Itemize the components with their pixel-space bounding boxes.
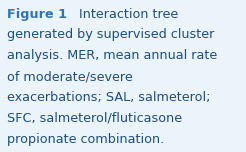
Text: Figure 1: Figure 1: [7, 8, 67, 21]
Text: propionate combination.: propionate combination.: [7, 133, 165, 146]
Text: of moderate/severe: of moderate/severe: [7, 70, 133, 83]
Text: analysis. MER, mean annual rate: analysis. MER, mean annual rate: [7, 49, 218, 62]
Text: SFC, salmeterol/fluticasone: SFC, salmeterol/fluticasone: [7, 112, 183, 125]
Text: generated by supervised cluster: generated by supervised cluster: [7, 28, 215, 41]
Text: exacerbations; SAL, salmeterol;: exacerbations; SAL, salmeterol;: [7, 91, 211, 104]
Text: Interaction tree: Interaction tree: [63, 8, 178, 21]
